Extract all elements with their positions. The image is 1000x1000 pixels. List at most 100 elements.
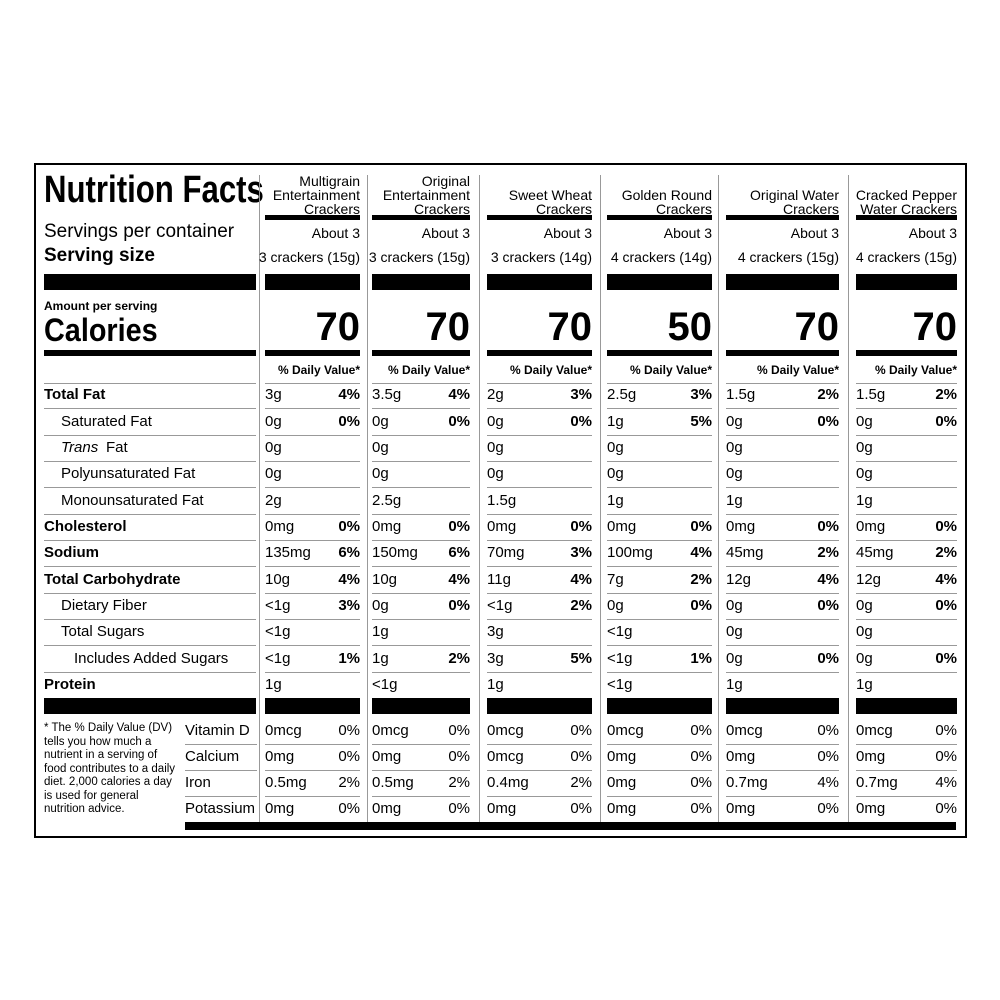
vitamin-dv: 4% [817, 774, 839, 791]
daily-value: 1% [690, 650, 712, 667]
vitamin-dv: 4% [935, 774, 957, 791]
divider [44, 383, 256, 384]
vitamin-dv: 0% [448, 800, 470, 817]
divider [726, 435, 839, 436]
amount: <1g [607, 650, 633, 667]
vitamin-amount: 0mg [726, 800, 756, 817]
divider [856, 744, 957, 745]
vitamin-amount: 0mg [265, 800, 295, 817]
daily-value: 4% [448, 571, 470, 588]
divider [607, 540, 712, 541]
calories: 70 [547, 305, 593, 349]
vitamin-dv: 0% [570, 748, 592, 765]
vitamin-dv: 0% [817, 800, 839, 817]
serving-size: 4 crackers (15g) [855, 249, 957, 265]
divider [487, 461, 592, 462]
amount: 0g [856, 413, 873, 430]
divider [856, 408, 957, 409]
amount: 0g [726, 465, 743, 482]
vitamin-dv: 0% [448, 748, 470, 765]
amount: 0mg [726, 518, 756, 535]
daily-value: 0% [448, 518, 470, 535]
calories: 70 [912, 305, 958, 349]
divider [265, 619, 360, 620]
vitamin-amount: 0mcg [726, 722, 763, 739]
amount: 1.5g [726, 386, 756, 403]
vitamin-amount: 0mg [607, 774, 637, 791]
amount: 0g [856, 597, 873, 614]
divider [856, 540, 957, 541]
divider [372, 566, 470, 567]
vitamin-amount: 0mcg [856, 722, 893, 739]
divider [487, 593, 592, 594]
divider [372, 383, 470, 384]
divider [372, 770, 470, 771]
vitamin-dv: 0% [935, 800, 957, 817]
divider [726, 408, 839, 409]
divider [607, 383, 712, 384]
amount: <1g [372, 676, 398, 693]
vitamin-dv: 0% [338, 748, 360, 765]
divider [185, 744, 257, 745]
divider [607, 435, 712, 436]
amount: 3.5g [372, 386, 402, 403]
vitamin-dv: 0% [817, 722, 839, 739]
divider [856, 645, 957, 646]
rule [44, 350, 256, 356]
amount: 12g [856, 571, 882, 588]
servings: About 3 [421, 225, 470, 241]
divider [372, 540, 470, 541]
rule [265, 698, 360, 714]
calories: 70 [315, 305, 361, 349]
rule [487, 698, 592, 714]
divider [726, 744, 839, 745]
amount: 0g [726, 413, 743, 430]
divider [44, 408, 256, 409]
daily-value: 3% [570, 544, 592, 561]
daily-value: 0% [338, 518, 360, 535]
serving-size: 3 crackers (14g) [490, 249, 592, 265]
amount: 0g [607, 439, 624, 456]
amount: <1g [265, 623, 291, 640]
daily-value: 0% [338, 413, 360, 430]
divider [856, 514, 957, 515]
product-name: Cracked Pepper Water Crackers [855, 187, 957, 217]
amount: 70mg [487, 544, 525, 561]
divider [726, 672, 839, 673]
daily-value: 5% [570, 650, 592, 667]
amount: 1.5g [856, 386, 886, 403]
daily-value: 5% [690, 413, 712, 430]
vitamin-amount: 0.7mg [856, 774, 898, 791]
daily-value: 0% [935, 518, 957, 535]
footnote: * The % Daily Value (DV) tells you how m… [44, 722, 176, 815]
divider [372, 408, 470, 409]
amount: 1g [487, 676, 504, 693]
amount: 1g [726, 492, 743, 509]
divider [726, 514, 839, 515]
amount: 0g [487, 413, 504, 430]
serving-size-label: Serving size [44, 245, 155, 266]
rule [856, 215, 957, 220]
vitamin-amount: 0mcg [487, 722, 524, 739]
vitamin-dv: 2% [448, 774, 470, 791]
daily-value: 0% [570, 413, 592, 430]
amount: 1g [607, 492, 624, 509]
divider [607, 514, 712, 515]
divider [487, 540, 592, 541]
rule [487, 350, 592, 356]
divider [372, 435, 470, 436]
divider [372, 619, 470, 620]
amount: 0g [372, 413, 389, 430]
divider [372, 645, 470, 646]
rule [185, 822, 956, 830]
calories: 70 [794, 305, 840, 349]
daily-value: 0% [690, 597, 712, 614]
rule [372, 274, 470, 290]
divider [607, 619, 712, 620]
rule [44, 274, 256, 290]
divider [265, 796, 360, 797]
product-name: Original Entertainment Crackers [382, 173, 470, 217]
column-separator [718, 175, 719, 822]
divider [44, 487, 256, 488]
divider [487, 619, 592, 620]
